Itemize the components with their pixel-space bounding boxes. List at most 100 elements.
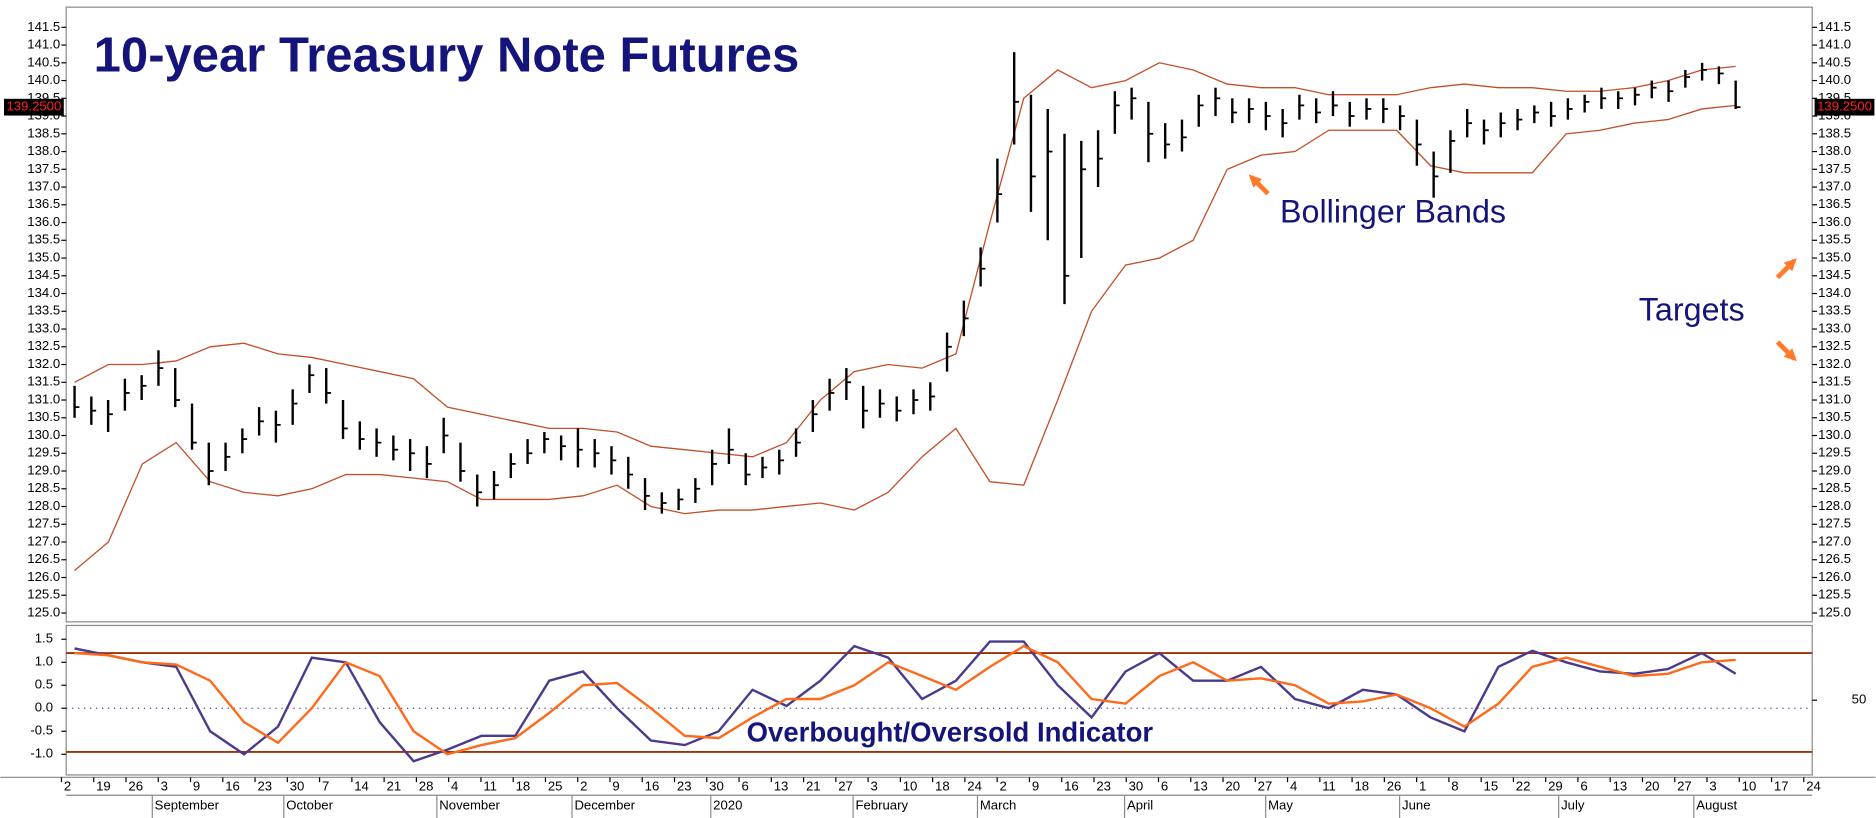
week-label: 13 <box>1193 778 1208 793</box>
month-label: June <box>1402 798 1431 813</box>
week-label: 3 <box>161 778 168 793</box>
y-tick-label: 135.0 <box>27 250 60 265</box>
week-label: 16 <box>645 778 660 793</box>
y-tick-label: 136.5 <box>27 196 60 211</box>
y-tick-label: 1.0 <box>35 654 53 669</box>
y-tick-label: 0.0 <box>35 700 53 715</box>
week-label: 26 <box>128 778 143 793</box>
week-label: 23 <box>257 778 272 793</box>
y-tick-label: 136.0 <box>27 214 60 229</box>
price-frame <box>65 6 1813 623</box>
y-tick-label: 137.0 <box>1818 179 1851 194</box>
y-tick-label: 128.5 <box>1818 480 1851 495</box>
y-tick-label: 130.5 <box>27 409 60 424</box>
y-tick-label: 132.5 <box>27 338 60 353</box>
y-tick-label: 131.5 <box>27 374 60 389</box>
y-tick-label: 132.0 <box>27 356 60 371</box>
y-tick-label: 130.0 <box>27 427 60 442</box>
week-label: 15 <box>1484 778 1499 793</box>
y-tick-label: 135.5 <box>27 232 60 247</box>
last-price-right: 139.2500 <box>1817 99 1872 114</box>
y-tick-label: 133.0 <box>27 320 60 335</box>
y-tick-label: 140.0 <box>27 72 60 87</box>
y-tick-label: 130.5 <box>1818 409 1851 424</box>
y-tick-label: 134.5 <box>27 267 60 282</box>
y-tick-label: 125.5 <box>1818 587 1851 602</box>
chart-title: 10-year Treasury Note Futures <box>94 29 800 83</box>
last-price-right-box <box>1814 98 1875 116</box>
last-price-left-box <box>3 98 64 116</box>
month-label: December <box>574 798 635 813</box>
week-label: 8 <box>1451 778 1458 793</box>
week-label: 10 <box>903 778 918 793</box>
month-label: April <box>1127 798 1153 813</box>
week-label: 9 <box>612 778 619 793</box>
y-tick-label: 135.0 <box>1818 250 1851 265</box>
y-tick-label: 133.5 <box>1818 303 1851 318</box>
y-tick-label: 126.5 <box>1818 551 1851 566</box>
week-label: 28 <box>419 778 434 793</box>
y-tick-label: 138.5 <box>27 125 60 140</box>
y-tick-label: 141.0 <box>27 37 60 52</box>
y-tick-label: 140.0 <box>1818 72 1851 87</box>
y-tick-label: 125.0 <box>1818 604 1851 619</box>
y-tick-label: 140.5 <box>27 54 60 69</box>
y-tick-label: 133.5 <box>27 303 60 318</box>
y-tick-label: 141.0 <box>1818 37 1851 52</box>
y-tick-label: 136.5 <box>1818 196 1851 211</box>
month-label: March <box>980 798 1017 813</box>
week-label: 14 <box>354 778 369 793</box>
y-tick-label: 138.0 <box>1818 143 1851 158</box>
week-label: 18 <box>1354 778 1369 793</box>
indicator-line <box>74 640 1737 763</box>
annotation: Targets <box>1639 292 1745 328</box>
y-tick-label: -1.0 <box>30 746 53 761</box>
week-label: 30 <box>290 778 305 793</box>
week-label: 24 <box>967 778 982 793</box>
week-label: 27 <box>1677 778 1692 793</box>
lower-band <box>74 104 1736 571</box>
y-tick-label: 131.5 <box>1818 374 1851 389</box>
y-tick-label: 141.5 <box>27 19 60 34</box>
y-tick-label: 138.0 <box>27 143 60 158</box>
y-tick-label: 138.5 <box>1818 125 1851 140</box>
y-tick-label: 125.0 <box>27 604 60 619</box>
y-tick-label: 135.5 <box>1818 232 1851 247</box>
arrow-head <box>1248 174 1262 188</box>
y-tick-label: -0.5 <box>30 723 53 738</box>
arrow-head <box>1783 258 1797 272</box>
y-tick-label: 132.5 <box>1818 338 1851 353</box>
week-label: 18 <box>935 778 950 793</box>
y-tick-label: 136.0 <box>1818 214 1851 229</box>
y-tick-label: 137.5 <box>1818 161 1851 176</box>
week-label: 4 <box>1290 778 1297 793</box>
week-label: 30 <box>709 778 724 793</box>
week-label: 30 <box>1129 778 1144 793</box>
y-tick-label: 126.5 <box>27 551 60 566</box>
y-tick-label: 125.5 <box>27 587 60 602</box>
y-tick-label: 137.5 <box>27 161 60 176</box>
y-tick-label: 132.0 <box>1818 356 1851 371</box>
month-label: October <box>286 798 333 813</box>
month-label: February <box>855 798 908 813</box>
indicator-line <box>74 644 1736 756</box>
week-label: 3 <box>1709 778 1716 793</box>
y-tick-label: 128.0 <box>1818 498 1851 513</box>
week-label: 24 <box>1806 778 1821 793</box>
month-label: August <box>1696 798 1737 813</box>
y-tick-label: 134.0 <box>1818 285 1851 300</box>
week-label: 9 <box>193 778 200 793</box>
y-tick-label: 131.0 <box>27 391 60 406</box>
y-tick-label: 130.0 <box>1818 427 1851 442</box>
y-tick-label: 126.0 <box>1818 569 1851 584</box>
y-tick-label: 127.5 <box>27 516 60 531</box>
y-tick-label: 131.0 <box>1818 391 1851 406</box>
week-label: 17 <box>1774 778 1789 793</box>
week-label: 20 <box>1645 778 1660 793</box>
month-label: September <box>155 798 220 813</box>
week-label: 13 <box>774 778 789 793</box>
month-label: November <box>439 798 500 813</box>
y-tick-label: 137.0 <box>27 179 60 194</box>
week-label: 16 <box>225 778 240 793</box>
week-label: 2 <box>1000 778 1007 793</box>
